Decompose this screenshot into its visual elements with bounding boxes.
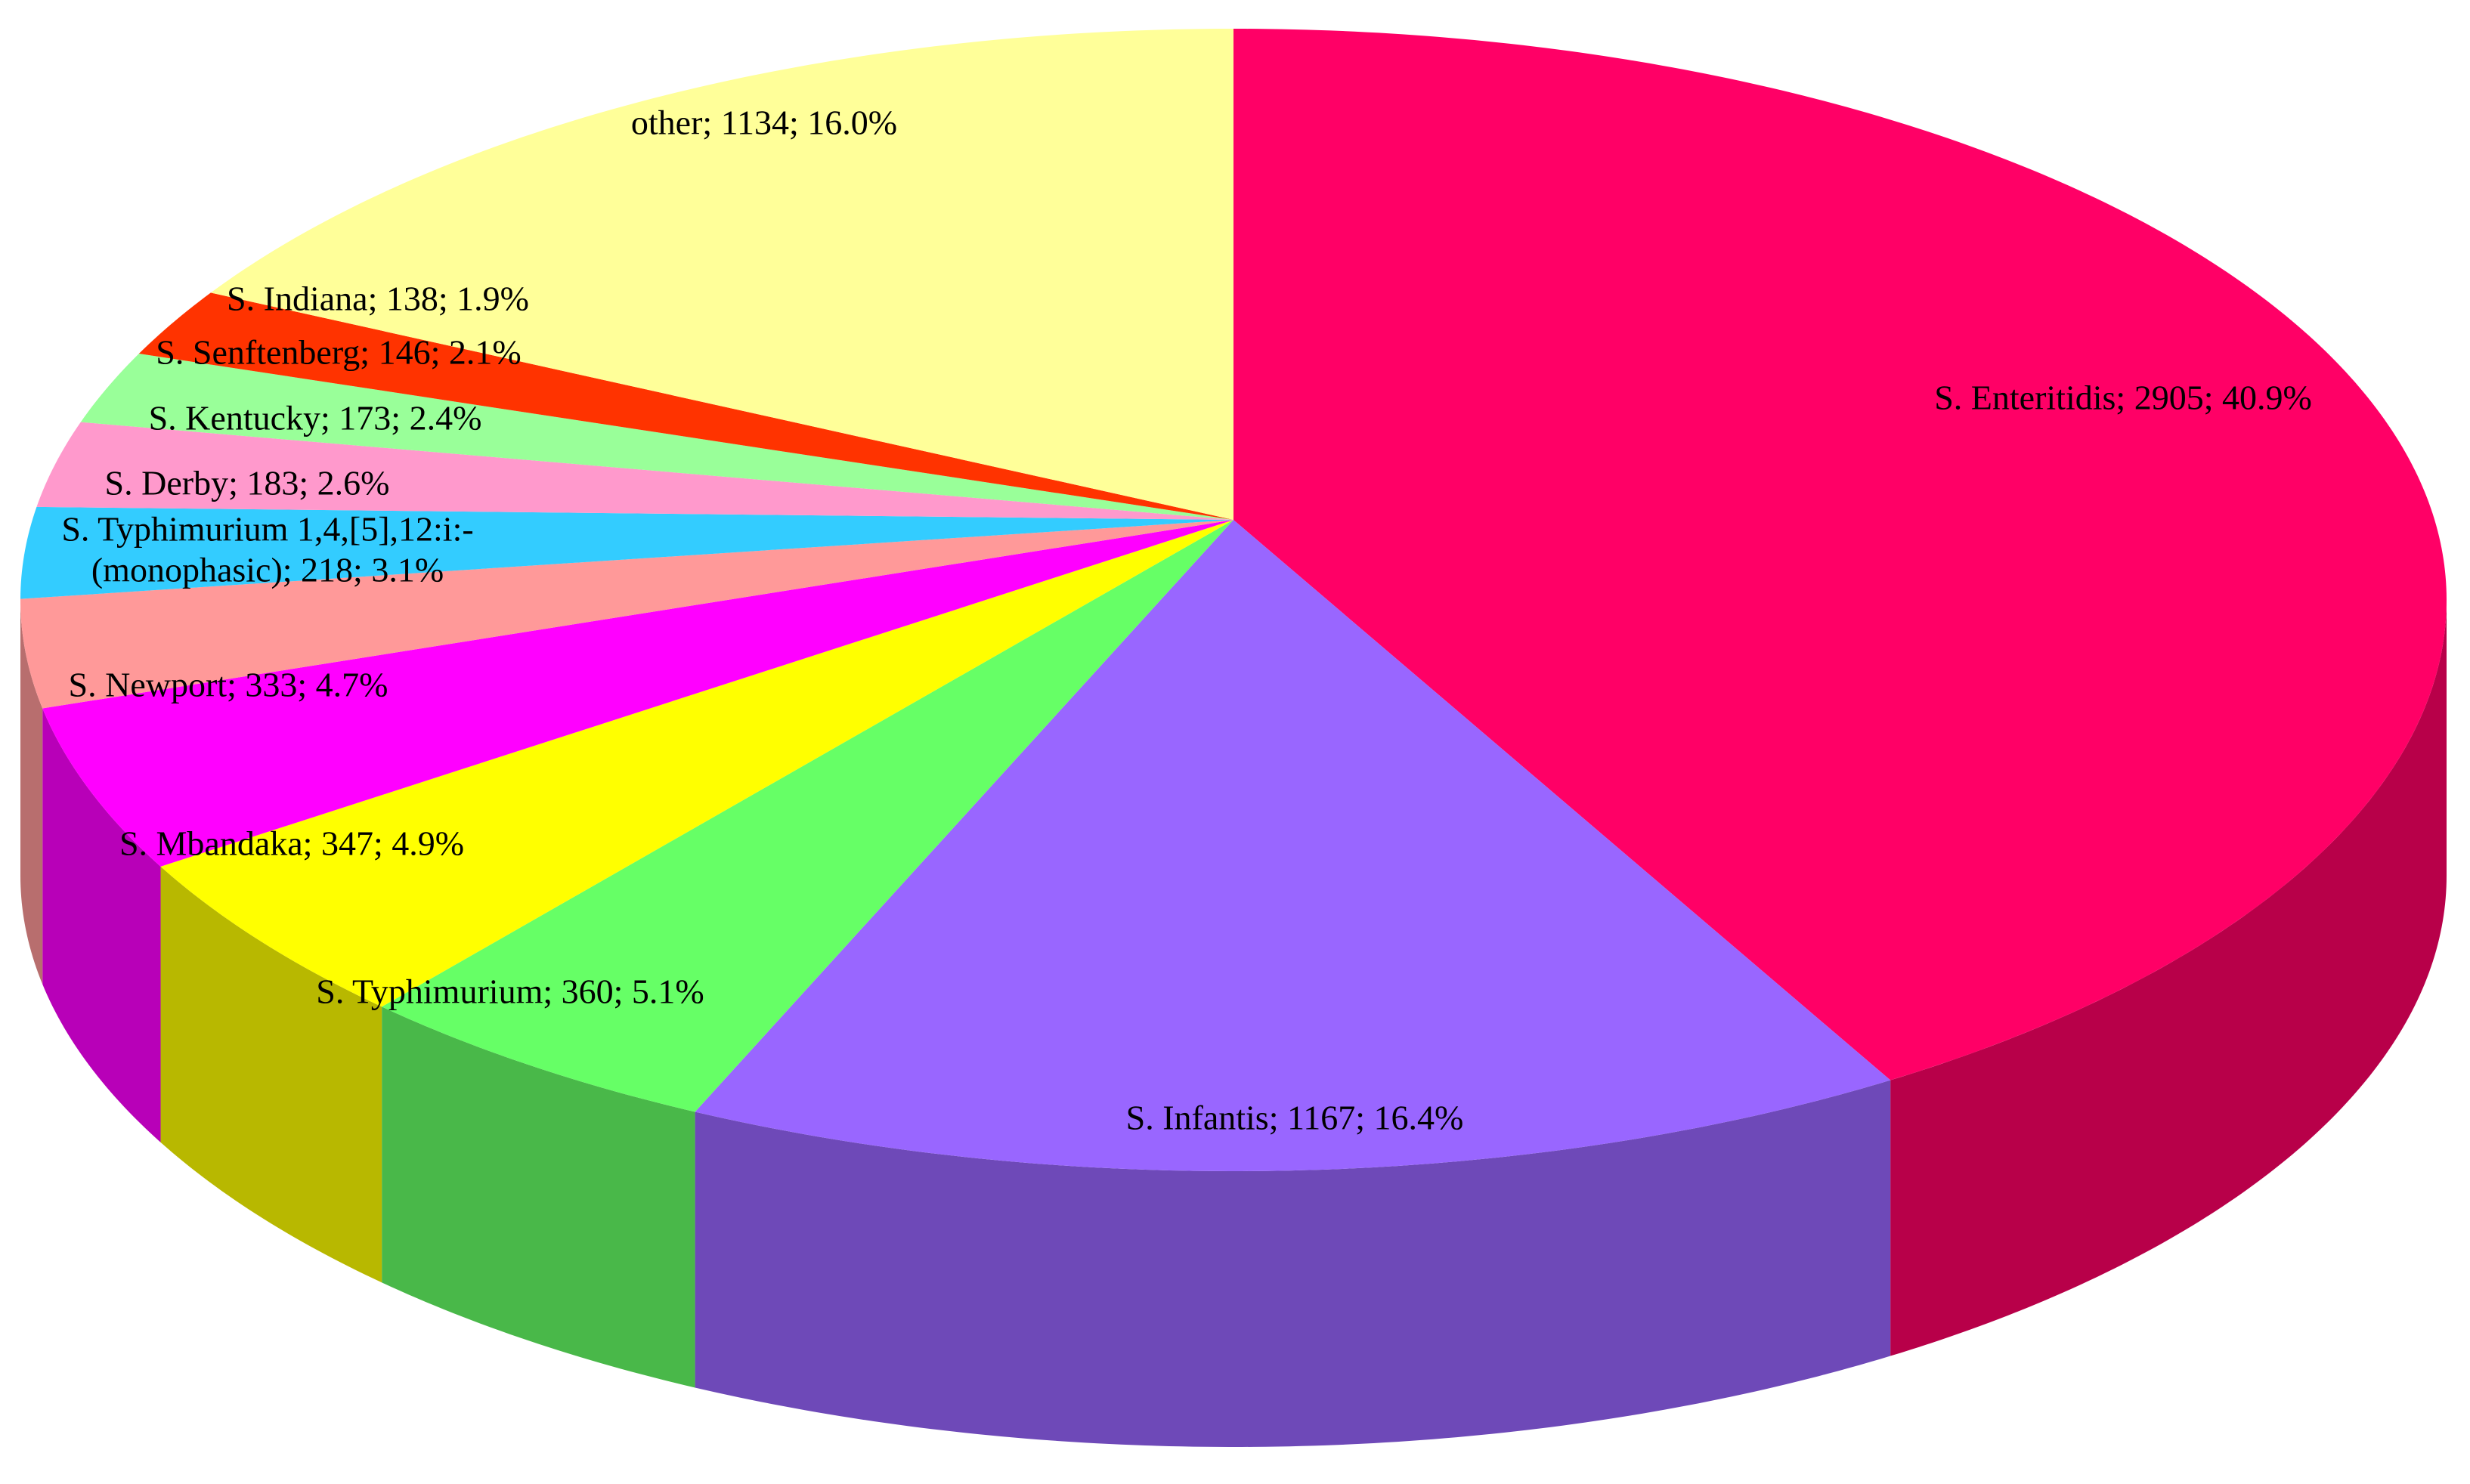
data-label-line: S. Derby; 183; 2.6%: [105, 464, 390, 502]
slice: [1233, 29, 2447, 1081]
slice-side: [160, 866, 382, 1283]
data-label-line: S. Mbandaka; 347; 4.9%: [119, 824, 464, 863]
slice: [160, 520, 1234, 1007]
data-label-line: S. Typhimurium 1,4,[5],12:i:-: [61, 510, 473, 549]
data-label-line: S. Enteritidis; 2905; 40.9%: [1934, 379, 2312, 417]
data-label-line: S. Infantis; 1167; 16.4%: [1126, 1099, 1464, 1137]
data-label-line: other; 1134; 16.0%: [631, 104, 897, 142]
slice: [210, 29, 1233, 520]
slice: [138, 292, 1234, 520]
slice-side: [382, 1006, 695, 1388]
data-label: S. Mbandaka; 347; 4.9%: [119, 824, 464, 863]
data-label-line: S. Kentucky; 173; 2.4%: [149, 399, 482, 437]
data-label: S. Kentucky; 173; 2.4%: [149, 399, 482, 437]
data-label: S. Typhimurium; 360; 5.1%: [316, 972, 704, 1011]
data-label: S. Enteritidis; 2905; 40.9%: [1934, 379, 2312, 417]
data-label-line: S. Indiana; 138; 1.9%: [227, 280, 529, 318]
data-label: S. Indiana; 138; 1.9%: [227, 280, 529, 318]
slice: [695, 520, 1891, 1171]
data-label-line: S. Newport; 333; 4.7%: [69, 666, 388, 704]
slice-side: [42, 708, 161, 1142]
data-label-line: S. Typhimurium; 360; 5.1%: [316, 972, 704, 1011]
slice: [382, 520, 1234, 1112]
data-label-line: S. Senftenberg; 146; 2.1%: [156, 333, 521, 372]
data-label: S. Infantis; 1167; 16.4%: [1126, 1099, 1464, 1137]
data-label: S. Derby; 183; 2.6%: [105, 464, 390, 502]
data-label: S. Senftenberg; 146; 2.1%: [156, 333, 521, 372]
data-label-line: (monophasic); 218; 3.1%: [91, 551, 444, 589]
slice: [36, 422, 1233, 520]
slice-side: [1890, 600, 2447, 1356]
slice: [20, 506, 1233, 599]
slice-side: [695, 1080, 1891, 1447]
data-label: S. Newport; 333; 4.7%: [69, 666, 388, 704]
slice: [42, 520, 1233, 867]
slice-side: [20, 600, 43, 985]
slice: [20, 520, 1233, 709]
slice: [80, 354, 1234, 520]
data-label: other; 1134; 16.0%: [631, 104, 897, 142]
data-label: S. Typhimurium 1,4,[5],12:i:-(monophasic…: [61, 510, 473, 589]
